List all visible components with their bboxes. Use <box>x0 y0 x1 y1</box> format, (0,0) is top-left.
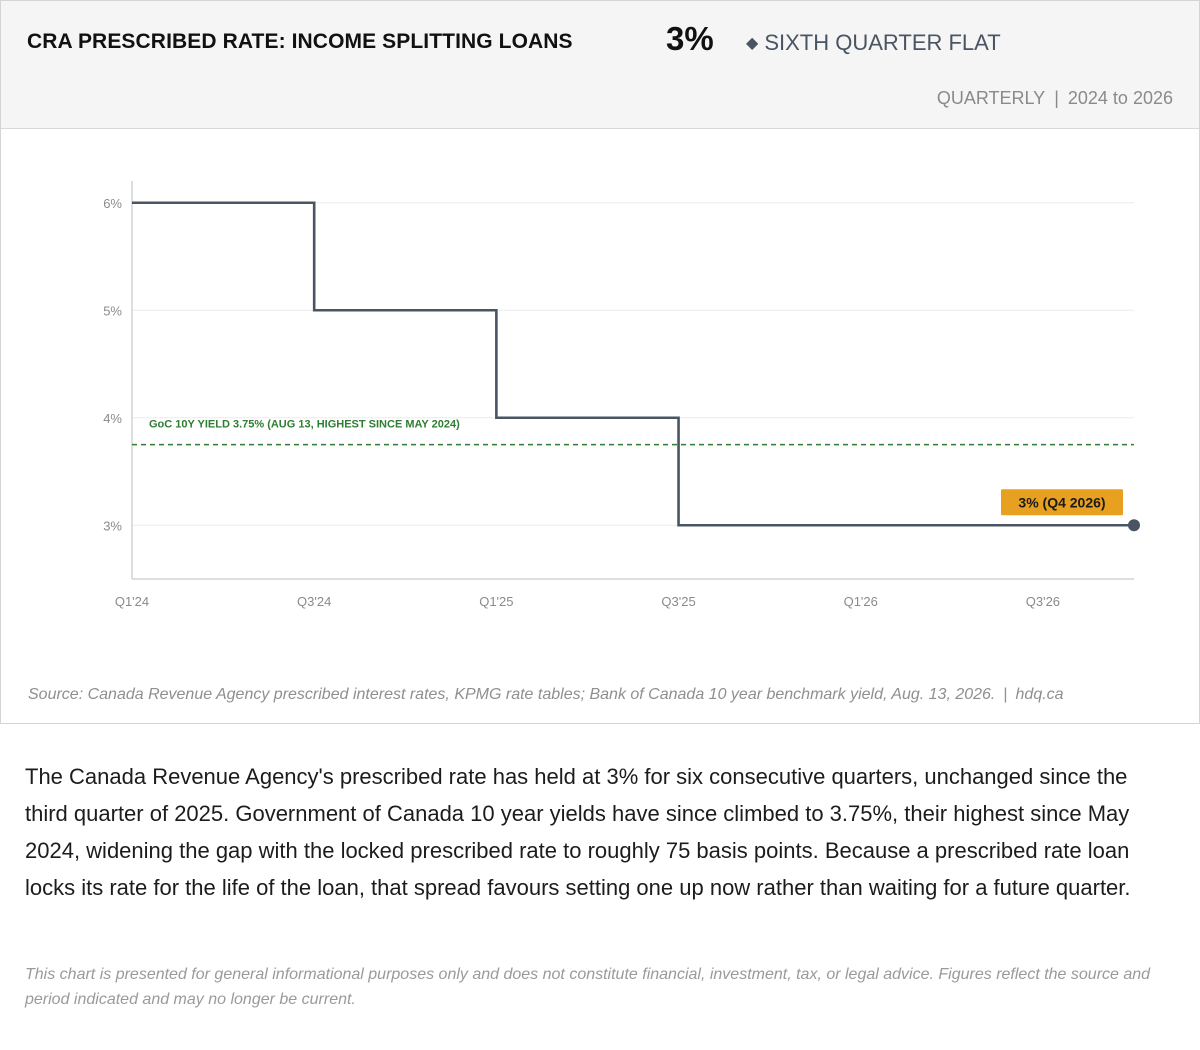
x-tick-label: Q1'24 <box>115 594 149 609</box>
rate-chart: 3% 4% 5% 6% Q1'24 Q3'24 Q1'25 Q3'25 Q1'26 Q3'26 Go… <box>103 181 1140 609</box>
x-tick-label: Q3'25 <box>661 594 695 609</box>
disclaimer: This chart is presented for general info… <box>25 966 1151 1008</box>
diamond-icon: ◆ <box>746 35 759 52</box>
chart-meta: QUARTERLY | 2024 to 2026 <box>937 88 1173 109</box>
x-tick-label: Q3'26 <box>1026 594 1060 609</box>
y-tick-label: 4% <box>103 411 122 426</box>
x-tick-label: Q3'24 <box>297 594 331 609</box>
status-label: ◆ SIXTH QUARTER FLAT <box>746 30 1001 56</box>
y-tick-label: 3% <box>103 518 122 533</box>
y-tick-label: 5% <box>103 303 122 318</box>
reference-line-label: GoC 10Y YIELD 3.75% (AUG 13, HIGHEST SIN… <box>149 419 460 431</box>
x-tick-label: Q1'25 <box>479 594 513 609</box>
source-note: Source: Canada Revenue Agency prescribed… <box>28 686 1064 704</box>
current-rate-value: 3% <box>666 20 714 57</box>
y-tick-label: 6% <box>103 196 122 211</box>
x-tick-label: Q1'26 <box>844 594 878 609</box>
source-text: Source: Canada Revenue Agency prescribed… <box>28 686 996 703</box>
chart-title: CRA PRESCRIBED RATE: INCOME SPLITTING LO… <box>27 30 573 53</box>
end-point <box>1128 519 1140 532</box>
meta-separator: | <box>1054 88 1059 108</box>
end-label-text: 3% (Q4 2026) <box>1018 494 1105 510</box>
chart-card: CRA PRESCRIBED RATE: INCOME SPLITTING LO… <box>0 0 1200 724</box>
summary-paragraph: The Canada Revenue Agency's prescribed r… <box>25 764 1131 900</box>
source-site: hdq.ca <box>1015 686 1064 703</box>
status-text: SIXTH QUARTER FLAT <box>764 30 1001 55</box>
period-label: 2024 to 2026 <box>1067 88 1173 108</box>
end-label-box <box>1001 489 1123 516</box>
frequency-label: QUARTERLY <box>936 88 1046 108</box>
rate-step-line <box>132 201 1134 527</box>
chart-header: CRA PRESCRIBED RATE: INCOME SPLITTING LO… <box>1 1 1199 129</box>
source-separator: | <box>1003 686 1008 703</box>
